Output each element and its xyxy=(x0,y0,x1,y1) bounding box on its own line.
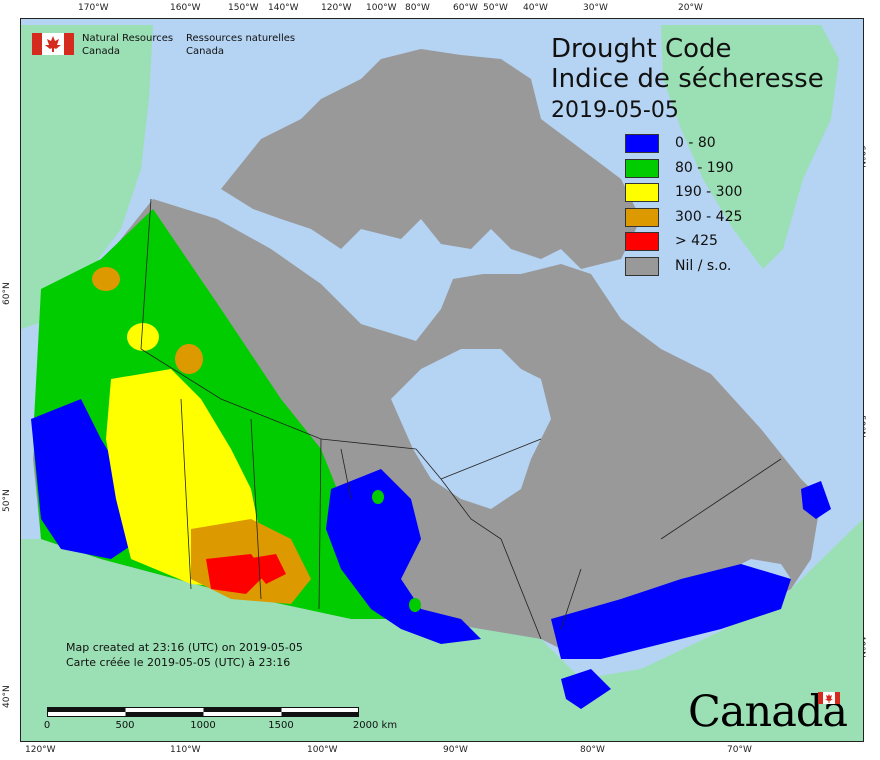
agency-fr-line1: Ressources naturelles xyxy=(186,33,296,44)
lon-tick-bottom: 90°W xyxy=(443,745,468,755)
legend-label: 80 - 190 xyxy=(675,159,734,176)
zone-orange-nwt xyxy=(175,344,203,374)
map-date: 2019-05-05 xyxy=(551,98,679,123)
zone-yellow-nwt xyxy=(127,323,159,351)
zone-red-2 xyxy=(246,554,286,584)
alaska-land xyxy=(21,25,153,329)
legend-label: 0 - 80 xyxy=(675,135,716,151)
legend-swatch xyxy=(625,134,659,153)
zone-green-ontario-2 xyxy=(372,490,384,504)
map-canvas[interactable] xyxy=(20,18,864,742)
legend-swatch xyxy=(625,207,659,227)
zone-blue-quebec xyxy=(551,564,791,659)
lon-tick-bottom: 120°W xyxy=(25,745,56,755)
zone-orange-yukon xyxy=(92,267,120,291)
lon-tick-bottom: 100°W xyxy=(307,745,338,755)
province-boundaries xyxy=(140,198,782,640)
legend-label: > 425 xyxy=(675,233,718,249)
wordmark-flag-icon xyxy=(818,692,840,704)
lat-tick-left: 40°N xyxy=(2,685,12,708)
zone-green-ontario xyxy=(409,598,421,612)
lon-tick-bottom: 110°W xyxy=(170,745,201,755)
map-created-note: Map created at 23:16 (UTC) on 2019-05-05… xyxy=(66,640,303,670)
agency-fr-line2: Canada xyxy=(186,46,225,57)
legend-swatch xyxy=(625,158,659,178)
scale-bar: 0 500 1000 1500 2000 km xyxy=(43,706,397,736)
created-english: Map created at 23:16 (UTC) on 2019-05-05 xyxy=(66,641,303,654)
greenland-land xyxy=(661,25,839,269)
legend-swatch xyxy=(625,183,659,202)
lon-tick-top: 140°W xyxy=(268,3,299,13)
lon-tick-bottom: 80°W xyxy=(580,745,605,755)
agency-en-line1: Natural Resources xyxy=(82,33,174,44)
lon-tick-top: 170°W xyxy=(78,3,109,13)
legend-label: 300 - 425 xyxy=(675,208,743,225)
zone-blue-newfoundland xyxy=(801,481,831,519)
created-french: Carte créée le 2019-05-05 (UTC) à 23:16 xyxy=(66,656,291,669)
lon-tick-top: 60°W xyxy=(453,3,478,13)
lon-tick-top: 150°W xyxy=(228,3,259,13)
lon-tick-top: 50°W xyxy=(483,3,508,13)
lon-tick-top: 30°W xyxy=(583,3,608,13)
lat-tick-left: 60°N xyxy=(2,282,12,305)
lon-tick-top: 40°W xyxy=(523,3,548,13)
agency-en-line2: Canada xyxy=(82,46,121,57)
lon-tick-top: 100°W xyxy=(366,3,397,13)
canada-flag-icon xyxy=(32,33,74,55)
legend-label: Nil / s.o. xyxy=(675,257,732,274)
arctic-islands xyxy=(221,49,641,269)
scale-label: 2000 km xyxy=(352,720,398,731)
scale-label: 0 xyxy=(43,720,51,731)
map-graphic xyxy=(21,25,863,741)
legend-swatch xyxy=(625,256,659,276)
lat-tick-left: 50°N xyxy=(2,489,12,512)
lon-tick-top: 20°W xyxy=(678,3,703,13)
lon-tick-top: 160°W xyxy=(170,3,201,13)
legend-swatch xyxy=(625,232,659,251)
map-title: Drought Code Indice de sécheresse 2019-0… xyxy=(551,34,824,126)
zone-blue-coast xyxy=(31,399,141,559)
zone-blue-ontario-south xyxy=(561,669,611,709)
hudson-bay xyxy=(391,349,551,509)
lon-tick-top: 120°W xyxy=(321,3,352,13)
scale-label: 1000 xyxy=(190,720,216,731)
scale-bar-graphic xyxy=(47,707,359,717)
scale-label: 1500 xyxy=(268,720,294,731)
canada-wordmark: Canada xyxy=(688,688,853,736)
title-french: Indice de sécheresse xyxy=(551,64,824,94)
title-english: Drought Code xyxy=(551,34,732,64)
lon-tick-top: 80°W xyxy=(405,3,430,13)
zone-blue-ontario xyxy=(326,469,481,644)
legend-label: 190 - 300 xyxy=(675,184,743,200)
scale-label: 500 xyxy=(115,720,135,731)
lon-tick-bottom: 70°W xyxy=(727,745,752,755)
